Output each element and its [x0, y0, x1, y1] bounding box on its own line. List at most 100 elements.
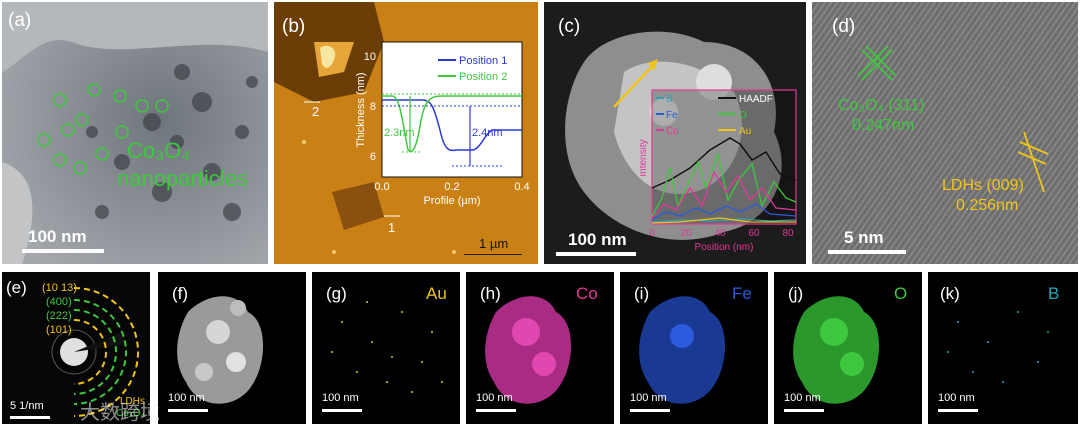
panel-j-label: (j)	[788, 284, 804, 303]
co-distribution	[485, 296, 572, 404]
element-label-o: O	[894, 284, 908, 303]
element-label-co: Co	[576, 284, 598, 303]
afm-marker-2: 2	[312, 104, 320, 119]
series-haadf	[651, 137, 797, 189]
legend-ldhs: LDHs	[120, 396, 146, 407]
annotation-line-1: Co₃O₄ (311)	[838, 97, 925, 114]
scale-bar-label: 100 nm	[476, 392, 513, 404]
legend-au: Au	[739, 126, 751, 137]
scale-bar-label: 5 nm	[844, 228, 884, 247]
scale-bar	[322, 409, 362, 412]
panel-c-haadf-image: (c) 100 nm B Fe Co HAADF O Au 0 20 40 6	[544, 2, 806, 264]
scale-bar-label: 100 nm	[568, 230, 627, 249]
tem-texture	[2, 2, 268, 264]
x-axis-label: Profile (µm)	[423, 195, 480, 207]
series-position-2	[382, 95, 522, 153]
xtick-0-4: 0.4	[514, 181, 529, 193]
element-label-au: Au	[426, 284, 447, 303]
panel-g-au-map: (g) Au 100 nm	[312, 272, 460, 424]
legend: B Fe Co HAADF O Au	[656, 94, 773, 137]
scale-bar	[22, 249, 104, 253]
eds-line-scan-inset: B Fe Co HAADF O Au 0 20 40 60 80 Positio…	[640, 89, 797, 253]
hrtem-lattice	[812, 2, 1078, 264]
ring-label-222: (222)	[46, 310, 72, 322]
legend-position-2: Position 2	[459, 71, 507, 83]
series-o	[651, 151, 797, 217]
xtick-0: 0	[649, 228, 655, 239]
co3o4-311-annotation: Co₃O₄ (311) 0.247nm	[838, 96, 925, 136]
legend-fe: Fe	[666, 110, 678, 121]
scale-bar	[10, 416, 50, 419]
legend: Position 1 Position 2	[438, 55, 507, 83]
scale-bar-label: 100 nm	[630, 392, 667, 404]
panel-k-label: (k)	[940, 284, 960, 303]
ytick-6: 6	[370, 151, 376, 163]
scale-bar-label: 100 nm	[784, 392, 821, 404]
ring-label-400: (400)	[46, 296, 72, 308]
scale-bar-label: 1 µm	[479, 236, 509, 251]
xtick-20: 20	[680, 228, 692, 239]
scale-bar-label: 100 nm	[168, 392, 205, 404]
legend-co: Co	[666, 126, 679, 137]
series-co	[651, 170, 797, 219]
o-distribution	[793, 296, 880, 404]
scale-bar	[556, 252, 636, 256]
panel-b-label: (b)	[282, 16, 306, 37]
fe-distribution	[639, 296, 726, 404]
panel-d-hrtem-image: (d) Co₃O₄ (311) 0.247nm LDHs (009) 0.256…	[812, 2, 1078, 264]
ytick-8: 8	[370, 101, 376, 113]
scale-bar	[168, 409, 208, 412]
panel-b-afm-image: (b) 2 1 1 µm Position 1 Position 2 2.3nm…	[274, 2, 538, 264]
particle	[177, 296, 264, 404]
xtick-60: 60	[748, 228, 760, 239]
y-axis-label: Intensity	[640, 139, 649, 176]
annotation-line-2: nanoparticles	[117, 166, 248, 191]
scale-bar	[464, 254, 522, 255]
annotation-line-1: Co₃O₄	[127, 138, 191, 163]
panel-g-label: (g)	[326, 284, 347, 303]
legend-o: O	[739, 110, 747, 121]
scale-bar	[630, 409, 670, 412]
legend-co3o4: Co₃O₄	[116, 408, 145, 419]
watermark: 大数跨境	[80, 400, 160, 424]
y-axis-label: Thickness (nm)	[355, 72, 367, 147]
scale-bar	[476, 409, 516, 412]
xtick-40: 40	[714, 228, 726, 239]
afm-marker-1: 1	[388, 220, 396, 235]
au-dots	[331, 301, 443, 393]
panel-i-label: (i)	[634, 284, 650, 303]
panel-k-b-map: (k) B 100 nm	[928, 272, 1078, 424]
thickness-profile-inset: Position 1 Position 2 2.3nm 2.4nm 6 8 10…	[355, 41, 530, 207]
scale-bar-label: 100 nm	[28, 227, 87, 246]
annotation-2-4nm: 2.4nm	[472, 127, 503, 139]
panel-f-label: (f)	[172, 284, 189, 303]
panel-a-label: (a)	[8, 10, 32, 31]
legend-b: B	[666, 94, 673, 105]
ytick-10: 10	[364, 51, 376, 63]
ldhs-009-annotation: LDHs (009) 0.256nm	[942, 176, 1024, 216]
series-position-1	[382, 99, 522, 152]
ring-label-10-13: (10 13)	[42, 282, 77, 294]
panel-h-co-map: (h) Co 100 nm	[466, 272, 614, 424]
legend-haadf: HAADF	[739, 94, 773, 105]
xtick-0-2: 0.2	[444, 181, 459, 193]
scale-bar-label: 100 nm	[938, 392, 975, 404]
panel-c-label: (c)	[558, 16, 581, 37]
series-au	[651, 217, 796, 224]
legend-position-1: Position 1	[459, 55, 507, 67]
panel-f-haadf-image: (f) 100 nm	[158, 272, 306, 424]
panel-e-label: (e)	[6, 278, 27, 297]
panel-i-fe-map: (i) Fe 100 nm	[620, 272, 768, 424]
diffraction-rings	[51, 287, 140, 417]
panel-h-label: (h)	[480, 284, 501, 303]
panel-e-saed-pattern: (e) (10 13) (400) (222) (101) LDHs Co₃O₄…	[2, 272, 150, 424]
panel-d-label: (d)	[832, 16, 856, 37]
x-axis-label: Position (nm)	[695, 242, 754, 253]
panel-a-tem-image: (a) Co₃O₄ nanoparticles 100 nm	[2, 2, 268, 264]
ring-label-101: (101)	[46, 324, 72, 336]
annotation-line-2: 0.247nm	[852, 117, 915, 134]
annotation-line-2: 0.256nm	[956, 197, 1019, 214]
b-dots	[947, 311, 1049, 383]
scale-bar-label: 100 nm	[322, 392, 359, 404]
panel-j-o-map: (j) O 100 nm	[774, 272, 922, 424]
